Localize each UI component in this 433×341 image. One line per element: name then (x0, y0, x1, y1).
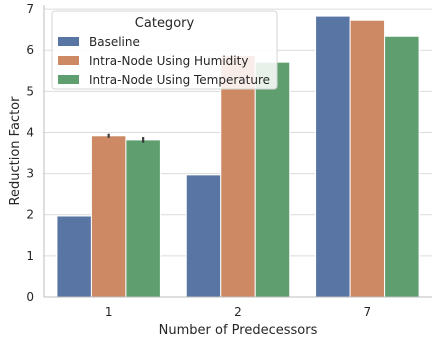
y-tick-label: 3 (26, 167, 34, 181)
y-tick-label: 4 (26, 125, 34, 139)
legend-swatch (58, 37, 79, 46)
bar (185, 174, 222, 298)
bar (315, 15, 351, 298)
y-tick-label: 5 (26, 84, 34, 98)
y-tick-label: 0 (26, 290, 34, 304)
bar (220, 55, 256, 298)
legend-swatch (58, 75, 79, 84)
tick-labels: 0 1 2 3 4 5 6 7 1 2 7 (26, 2, 371, 319)
bar (384, 35, 420, 298)
x-tick-label: 1 (105, 305, 113, 319)
legend-title: Category (135, 16, 195, 31)
y-tick-label: 7 (26, 2, 34, 16)
y-tick-label: 2 (26, 208, 34, 222)
legend: Category Baseline Intra-Node Using Humidi… (51, 10, 278, 90)
legend-entries: Baseline Intra-Node Using Humidity Intra-N… (58, 35, 270, 87)
legend-entry-label: Intra-Node Using Humidity (89, 54, 248, 68)
y-tick-label: 6 (26, 43, 34, 57)
legend-entry-label: Baseline (89, 35, 140, 49)
y-tick-label: 1 (26, 249, 34, 263)
bar (349, 19, 386, 298)
bar (90, 135, 127, 298)
legend-entry-label: Intra-Node Using Temperature (89, 73, 270, 87)
bar (56, 215, 92, 298)
x-axis-label: Number of Predecessors (159, 323, 318, 338)
bars (56, 15, 420, 298)
bar (125, 139, 161, 298)
x-tick-label: 7 (364, 305, 372, 319)
bar (254, 61, 291, 298)
legend-frame (51, 10, 278, 90)
legend-swatch (58, 56, 79, 65)
y-axis-label: Reduction Factor (8, 96, 23, 206)
axes (43, 5, 432, 298)
x-tick-label: 2 (234, 305, 242, 319)
